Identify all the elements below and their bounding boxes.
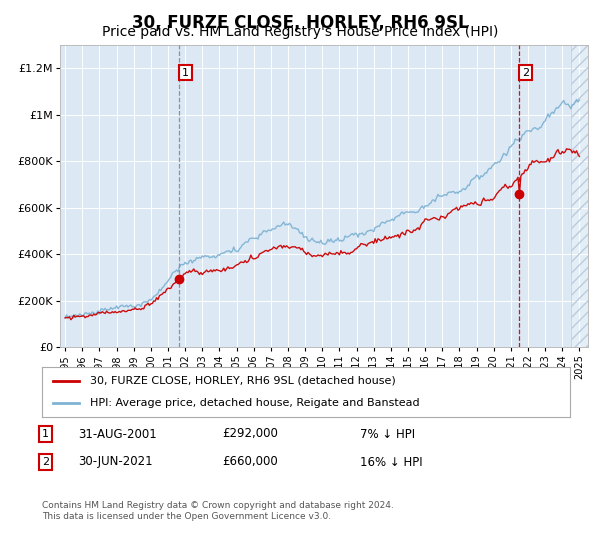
Text: 30-JUN-2021: 30-JUN-2021: [78, 455, 152, 469]
Text: 30, FURZE CLOSE, HORLEY, RH6 9SL (detached house): 30, FURZE CLOSE, HORLEY, RH6 9SL (detach…: [89, 376, 395, 386]
Text: 2: 2: [42, 457, 49, 467]
Text: Contains HM Land Registry data © Crown copyright and database right 2024.
This d: Contains HM Land Registry data © Crown c…: [42, 501, 394, 521]
Text: £292,000: £292,000: [222, 427, 278, 441]
Text: 30, FURZE CLOSE, HORLEY, RH6 9SL: 30, FURZE CLOSE, HORLEY, RH6 9SL: [131, 14, 469, 32]
Text: 1: 1: [42, 429, 49, 439]
Text: 2: 2: [522, 68, 529, 78]
Bar: [571, 45, 596, 347]
Bar: [571, 45, 596, 347]
Text: £660,000: £660,000: [222, 455, 278, 469]
Text: Price paid vs. HM Land Registry's House Price Index (HPI): Price paid vs. HM Land Registry's House …: [102, 25, 498, 39]
Text: HPI: Average price, detached house, Reigate and Banstead: HPI: Average price, detached house, Reig…: [89, 398, 419, 408]
Text: 16% ↓ HPI: 16% ↓ HPI: [360, 455, 422, 469]
Text: 31-AUG-2001: 31-AUG-2001: [78, 427, 157, 441]
Text: 1: 1: [182, 68, 189, 78]
Text: 7% ↓ HPI: 7% ↓ HPI: [360, 427, 415, 441]
